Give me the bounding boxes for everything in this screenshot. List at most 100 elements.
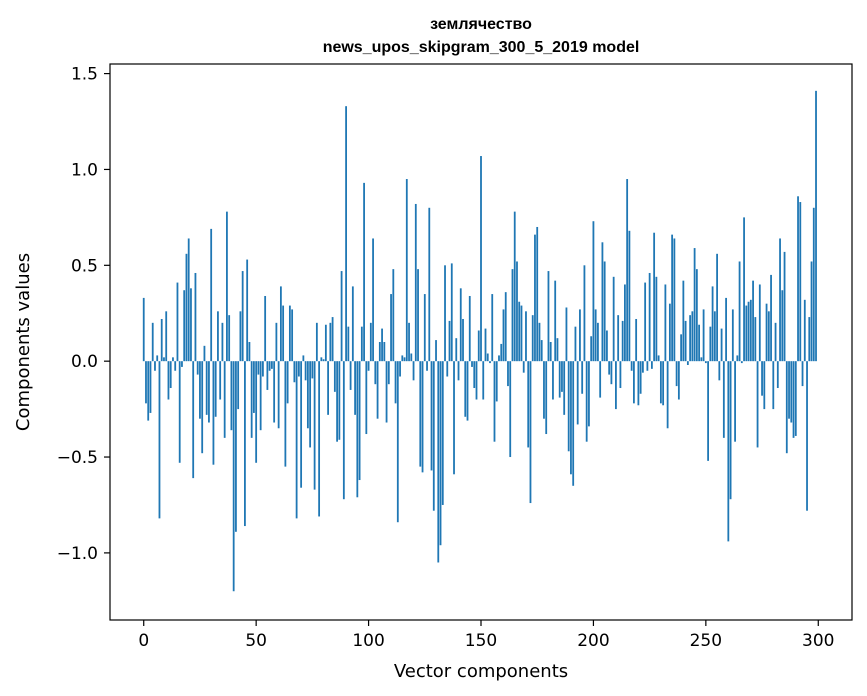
bar-component-14	[174, 361, 177, 371]
bar-component-216	[628, 230, 631, 362]
bar-component-142	[462, 318, 464, 362]
bar-component-83	[329, 322, 332, 362]
bar-component-103	[374, 361, 377, 385]
bar-component-78	[318, 361, 321, 517]
bar-component-202	[597, 322, 599, 362]
bar-component-1	[145, 361, 147, 404]
bar-component-210	[615, 361, 617, 410]
bar-component-234	[668, 303, 671, 362]
bar-component-250	[704, 361, 707, 364]
bar-component-84	[331, 317, 334, 362]
bar-component-179	[545, 361, 548, 435]
bar-component-190	[570, 361, 572, 475]
bar-component-156	[493, 361, 496, 442]
bar-component-37	[226, 211, 228, 362]
x-tick-label: 300	[802, 631, 834, 651]
bar-component-192	[574, 326, 577, 362]
bar-component-178	[543, 361, 545, 419]
bar-component-208	[610, 361, 613, 385]
bar-component-72	[304, 361, 307, 381]
bar-component-63	[284, 361, 287, 467]
bar-component-69	[297, 361, 300, 377]
x-axis-label: Vector components	[394, 661, 568, 682]
bar-component-75	[311, 361, 314, 379]
bar-component-60	[277, 361, 280, 429]
bar-component-125	[423, 294, 426, 362]
bar-component-17	[181, 361, 183, 367]
bar-component-157	[495, 361, 498, 402]
bar-component-99	[365, 361, 368, 435]
bar-component-134	[444, 265, 446, 362]
bar-component-88	[340, 271, 343, 362]
bar-component-279	[770, 274, 772, 362]
bar-component-40	[232, 361, 235, 592]
chart-title: землячество	[430, 16, 532, 33]
bar-component-45	[244, 361, 246, 527]
bar-component-247	[698, 324, 700, 362]
bar-component-102	[372, 238, 374, 362]
bar-component-259	[725, 297, 727, 362]
bar-component-264	[736, 355, 739, 362]
bar-component-285	[783, 251, 786, 362]
bar-component-144	[466, 361, 469, 421]
bar-component-114	[399, 361, 401, 377]
bar-component-129	[432, 361, 435, 511]
bar-component-105	[378, 342, 381, 362]
bar-component-252	[709, 326, 712, 362]
bar-component-262	[731, 309, 734, 362]
bar-component-297	[810, 261, 813, 362]
bar-component-206	[606, 330, 608, 362]
bar-component-41	[235, 361, 237, 532]
bar-component-143	[464, 361, 467, 417]
bar-component-98	[363, 182, 365, 362]
bar-component-298	[812, 207, 815, 362]
bar-component-39	[230, 361, 233, 431]
bar-component-169	[522, 361, 525, 373]
bar-component-292	[799, 202, 802, 362]
bar-component-76	[313, 361, 316, 490]
bar-component-185	[558, 361, 561, 398]
bar-component-138	[453, 361, 455, 475]
bar-component-213	[621, 320, 624, 362]
bar-component-186	[561, 361, 563, 392]
bar-component-241	[684, 320, 687, 362]
bar-component-81	[324, 324, 327, 362]
bar-component-175	[536, 226, 539, 362]
bar-component-193	[576, 361, 579, 425]
bar-component-55	[266, 361, 269, 390]
bar-component-160	[502, 309, 505, 362]
bar-component-107	[383, 342, 386, 362]
bar-component-43	[239, 311, 242, 362]
bar-component-223	[644, 282, 647, 362]
bar-component-29	[208, 361, 210, 423]
bar-component-220	[637, 361, 640, 406]
bar-component-122	[417, 269, 419, 362]
bar-component-131	[437, 361, 440, 563]
bar-component-205	[603, 261, 606, 362]
bar-component-6	[156, 355, 159, 362]
bar-component-73	[306, 361, 309, 429]
bar-component-135	[446, 361, 449, 377]
bar-component-147	[473, 361, 476, 389]
bar-component-288	[790, 361, 793, 423]
bar-component-28	[205, 361, 208, 415]
bar-component-188	[565, 307, 568, 362]
bar-component-263	[734, 361, 736, 442]
bar-component-168	[520, 305, 523, 362]
bar-component-276	[763, 361, 766, 410]
x-tick-label: 0	[138, 631, 149, 651]
bar-component-236	[673, 238, 676, 362]
bar-component-239	[680, 334, 683, 362]
bar-component-294	[803, 299, 806, 362]
bar-component-91	[347, 326, 350, 362]
bar-component-93	[351, 286, 354, 362]
bar-component-232	[664, 284, 667, 362]
bar-component-152	[484, 328, 487, 362]
bar-component-77	[315, 322, 318, 362]
bar-component-165	[513, 211, 516, 362]
bar-component-71	[302, 355, 305, 362]
bar-component-266	[740, 361, 743, 364]
bar-component-120	[412, 361, 415, 381]
bar-component-231	[662, 361, 665, 406]
bar-component-272	[754, 317, 757, 362]
